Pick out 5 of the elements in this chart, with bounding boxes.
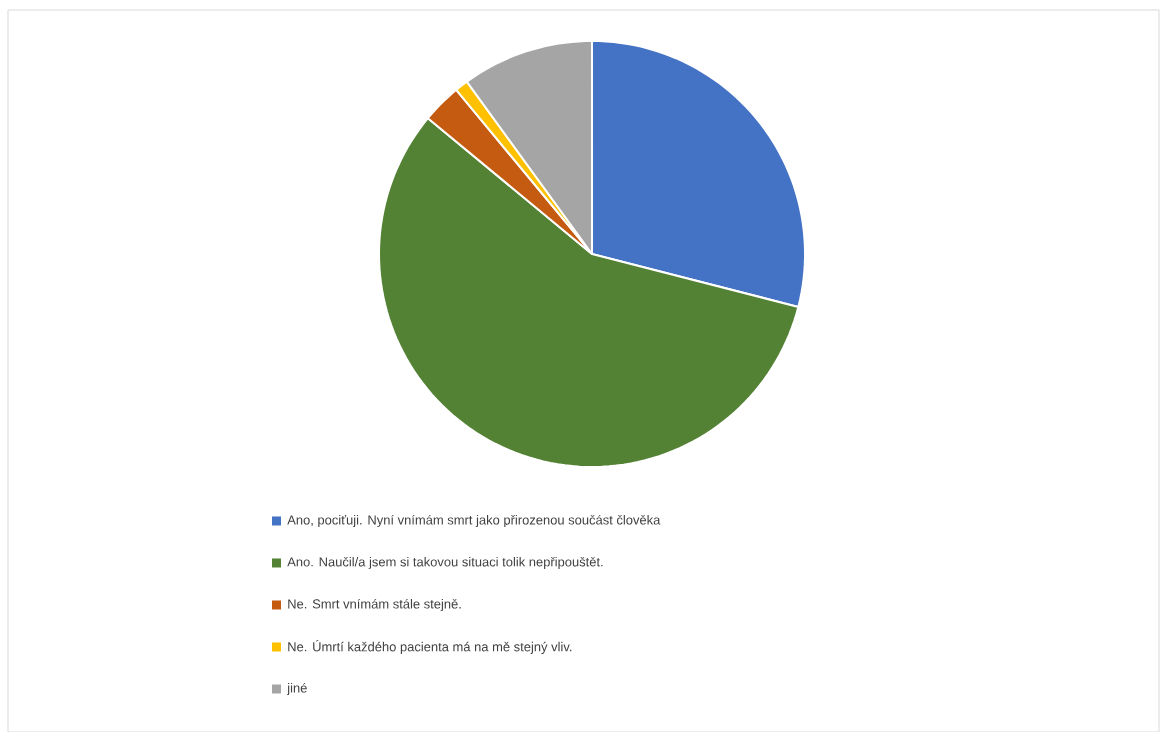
legend-label: Ne. Smrt vnímám stále stejně.	[288, 598, 461, 611]
legend-label: jiné	[286, 682, 307, 695]
legend-label: Ne. Úmrtí každého pacienta má na mě stejný vliv.	[288, 639, 572, 654]
legend-label: Ano. Naučil/a jsem si takovou situaci tolik nepřipouštět.	[287, 556, 603, 569]
legend-label: Ano, pociťuji. Nyní vnímám smrt jako přirozenou součást člověka	[287, 514, 661, 527]
